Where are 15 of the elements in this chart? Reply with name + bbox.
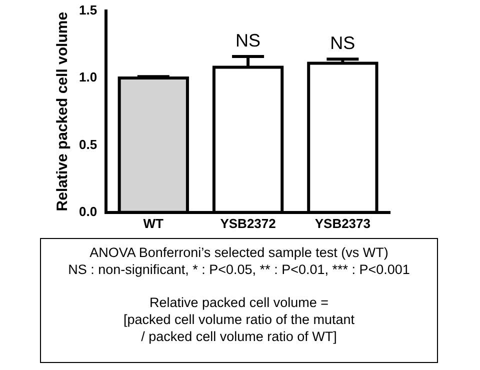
x-tick-label: YSB2373 <box>314 216 371 231</box>
x-tick-label: WT <box>143 216 164 231</box>
text: [packed cell volume ratio of the mutant <box>122 311 356 328</box>
text: NS : non-significant, * : P<0.05, ** : P<0.01, *** : P<0.001 <box>67 261 411 278</box>
annotation: NS <box>236 30 261 50</box>
x-tick-label: YSB2372 <box>220 216 276 231</box>
y-tick-label: 1.0 <box>78 70 98 85</box>
y-axis-title: Relative packed cell volume <box>54 12 72 212</box>
text: Relative packed cell volume = <box>148 294 330 311</box>
y-tick-label: 0.5 <box>78 136 98 152</box>
y-tick-label: 0.0 <box>78 204 98 219</box>
y-tick-label: 1.5 <box>78 2 98 18</box>
text: / packed cell volume ratio of WT] <box>140 328 338 345</box>
annotation: NS <box>330 33 356 54</box>
text: ANOVA Bonferroni’s selected sample test (vs WT) <box>88 244 390 261</box>
